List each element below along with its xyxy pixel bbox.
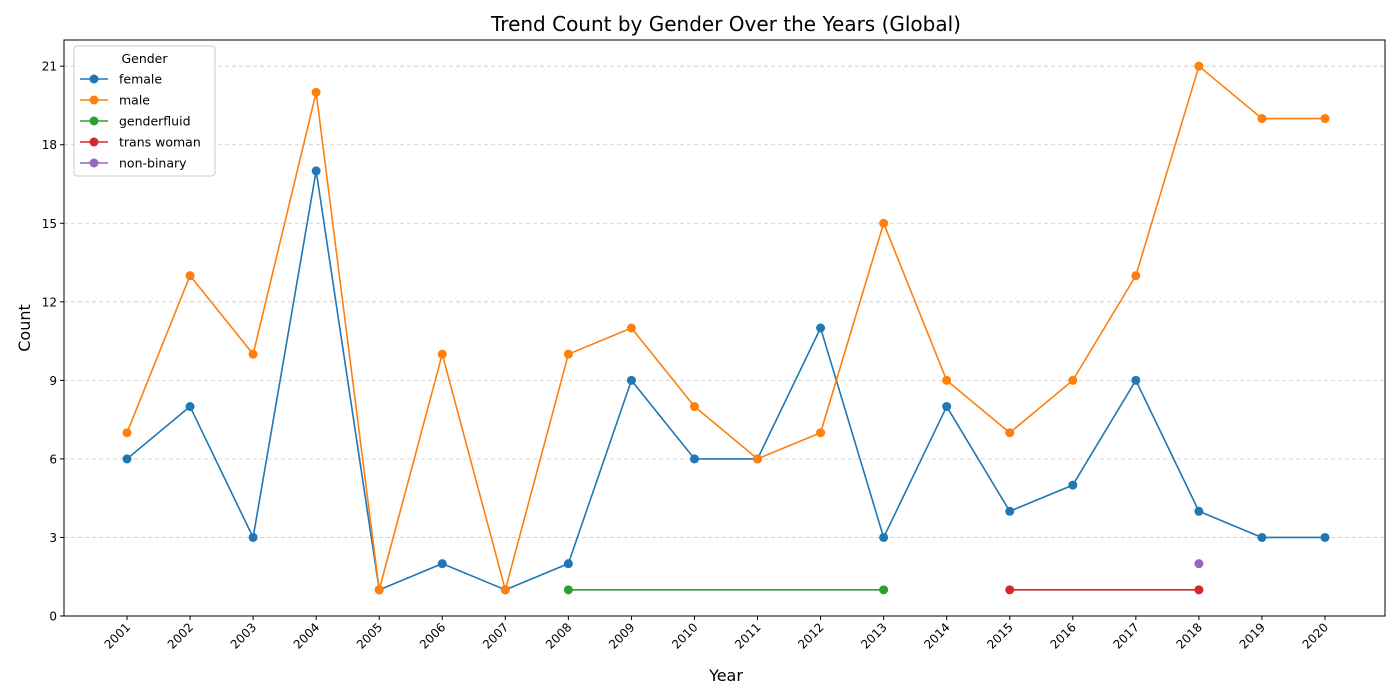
legend-marker — [89, 74, 99, 84]
legend-box — [73, 45, 216, 177]
legend-entries: female male genderfluid trans woman non-bina… — [80, 72, 201, 171]
data-point — [879, 218, 889, 228]
data-point — [500, 585, 510, 595]
data-point — [626, 323, 636, 333]
legend-label: trans woman — [119, 135, 201, 150]
data-point — [1131, 375, 1141, 385]
data-point — [1320, 114, 1330, 124]
plot-frame — [63, 39, 1386, 617]
data-point — [185, 402, 195, 412]
data-point — [122, 454, 132, 464]
data-point — [563, 559, 573, 569]
data-point — [311, 166, 321, 176]
legend-entry: female — [80, 72, 162, 87]
series-non-binary — [1194, 559, 1204, 569]
data-point — [1257, 114, 1267, 124]
data-point — [1194, 559, 1204, 569]
data-point — [1068, 375, 1078, 385]
data-point — [248, 349, 258, 359]
legend-title: Gender — [121, 51, 168, 66]
legend-marker — [89, 137, 99, 147]
legend: Gender female male genderfluid trans woman n… — [73, 45, 216, 177]
x-axis-title: Year — [708, 666, 743, 685]
data-point — [1320, 532, 1330, 542]
data-point — [689, 454, 699, 464]
legend-marker — [89, 95, 99, 105]
data-point — [1194, 506, 1204, 516]
data-point — [1005, 428, 1015, 438]
y-axis-title: Count — [15, 304, 34, 352]
series-genderfluid — [563, 585, 889, 595]
legend-entry: male — [80, 93, 150, 108]
data-point — [753, 454, 763, 464]
data-point — [1005, 506, 1015, 516]
data-point — [942, 402, 952, 412]
data-point — [437, 349, 447, 359]
data-point — [879, 585, 889, 595]
data-point — [689, 402, 699, 412]
data-point — [626, 375, 636, 385]
legend-label: non-binary — [119, 156, 187, 171]
data-point — [311, 87, 321, 97]
legend-marker — [89, 158, 99, 168]
series-layer — [122, 61, 1330, 595]
data-point — [563, 349, 573, 359]
data-point — [1194, 61, 1204, 71]
y-tick-label: 15 — [42, 217, 57, 231]
data-point — [1194, 585, 1204, 595]
series-male — [122, 61, 1330, 595]
y-tick-label: 3 — [49, 531, 57, 545]
data-point — [879, 532, 889, 542]
y-tick-label: 12 — [42, 295, 57, 309]
data-point — [122, 428, 132, 438]
series-line — [126, 65, 1325, 591]
y-tick-label: 9 — [49, 374, 57, 388]
data-point — [563, 585, 573, 595]
legend-label: male — [119, 93, 150, 108]
data-point — [816, 323, 826, 333]
data-point — [437, 559, 447, 569]
series-line — [126, 170, 1325, 591]
y-tick-label: 18 — [42, 138, 57, 152]
legend-label: female — [119, 72, 162, 87]
data-point — [1005, 585, 1015, 595]
legend-label: genderfluid — [119, 114, 191, 129]
legend-marker — [89, 116, 99, 126]
data-point — [374, 585, 384, 595]
y-tick-label: 21 — [42, 60, 57, 74]
data-point — [185, 271, 195, 281]
y-tick-label: 6 — [49, 452, 57, 466]
data-point — [1257, 532, 1267, 542]
data-point — [1068, 480, 1078, 490]
y-tick-label: 0 — [49, 610, 57, 624]
data-point — [248, 532, 258, 542]
data-point — [1131, 271, 1141, 281]
legend-entry: non-binary — [80, 156, 187, 171]
series-trans-woman — [1005, 585, 1204, 595]
chart-title: Trend Count by Gender Over the Years (Gl… — [490, 12, 961, 36]
legend-entry: genderfluid — [80, 114, 191, 129]
data-point — [942, 375, 952, 385]
y-axis: 0 3 6 9 12 15 18 21 — [42, 60, 64, 624]
legend-entry: trans woman — [80, 135, 201, 150]
data-point — [816, 428, 826, 438]
